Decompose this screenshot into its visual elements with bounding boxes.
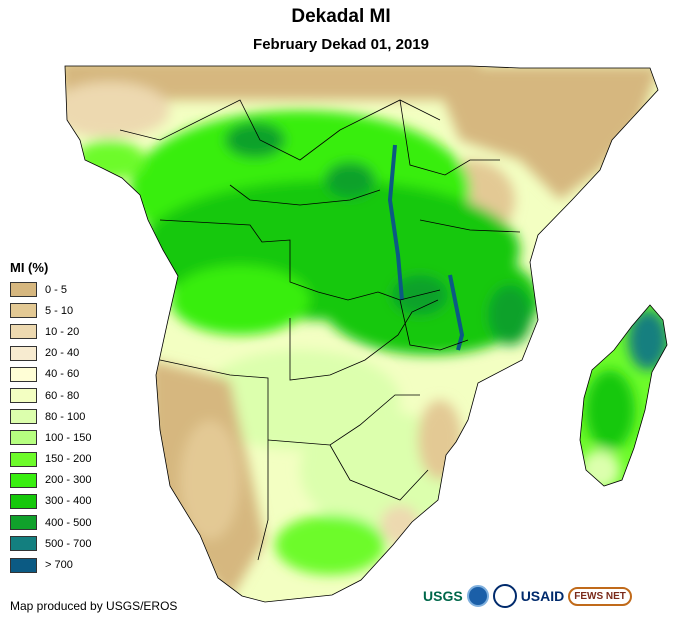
legend-label: 20 - 40 [45,347,80,360]
legend-item: 300 - 400 [10,491,91,512]
legend-item: 500 - 700 [10,533,91,554]
noaa-logo-icon [466,585,489,607]
legend-swatch [10,303,37,319]
legend-item: 80 - 100 [10,406,91,427]
legend-swatch [10,515,37,531]
usaid-seal-icon [492,584,517,608]
legend-label: > 700 [45,559,73,572]
legend-swatch [10,388,37,404]
legend-item: > 700 [10,554,91,575]
legend-item: 10 - 20 [10,321,91,342]
logo-strip: USGS USAID FEWS NET [423,584,632,608]
mainland [65,66,658,602]
legend-label: 400 - 500 [45,516,92,529]
legend-swatch [10,366,37,382]
legend-swatch [10,557,37,573]
legend-label: 10 - 20 [45,325,80,338]
legend-label: 60 - 80 [45,389,80,402]
legend-item: 0 - 5 [10,279,91,300]
legend-item: 40 - 60 [10,364,91,385]
legend-title: MI (%) [10,260,49,275]
legend: MI (%) 0 - 5 5 - 10 10 - 20 20 - 40 40 -… [10,260,91,576]
legend-item: 60 - 80 [10,385,91,406]
legend-item: 200 - 300 [10,470,91,491]
legend-swatch [10,324,37,340]
legend-swatch [10,536,37,552]
usaid-logo: USAID [520,588,565,604]
legend-label: 150 - 200 [45,453,92,466]
legend-label: 40 - 60 [45,368,80,381]
legend-item: 150 - 200 [10,449,91,470]
country-borders [64,65,668,603]
legend-swatch [10,409,37,425]
legend-label: 200 - 300 [45,474,92,487]
legend-item: 400 - 500 [10,512,91,533]
legend-swatch [10,430,37,446]
legend-item: 20 - 40 [10,343,91,364]
legend-item: 100 - 150 [10,427,91,448]
legend-swatch [10,493,37,509]
legend-item: 5 - 10 [10,300,91,321]
usgs-logo: USGS [423,588,463,604]
legend-label: 0 - 5 [45,283,68,296]
legend-label: 500 - 700 [45,537,92,550]
legend-swatch [10,282,37,298]
fews-net-logo: FEWS NET [568,586,632,606]
credit-text: Map produced by USGS/EROS [10,599,178,613]
legend-swatch [10,472,37,488]
legend-label: 80 - 100 [45,410,86,423]
legend-swatch [10,451,37,467]
map-title: Dekadal MI [291,6,391,27]
legend-label: 5 - 10 [45,304,74,317]
legend-label: 100 - 150 [45,431,92,444]
legend-swatch [10,345,37,361]
legend-label: 300 - 400 [45,495,92,508]
map-subtitle: February Dekad 01, 2019 [253,36,429,53]
